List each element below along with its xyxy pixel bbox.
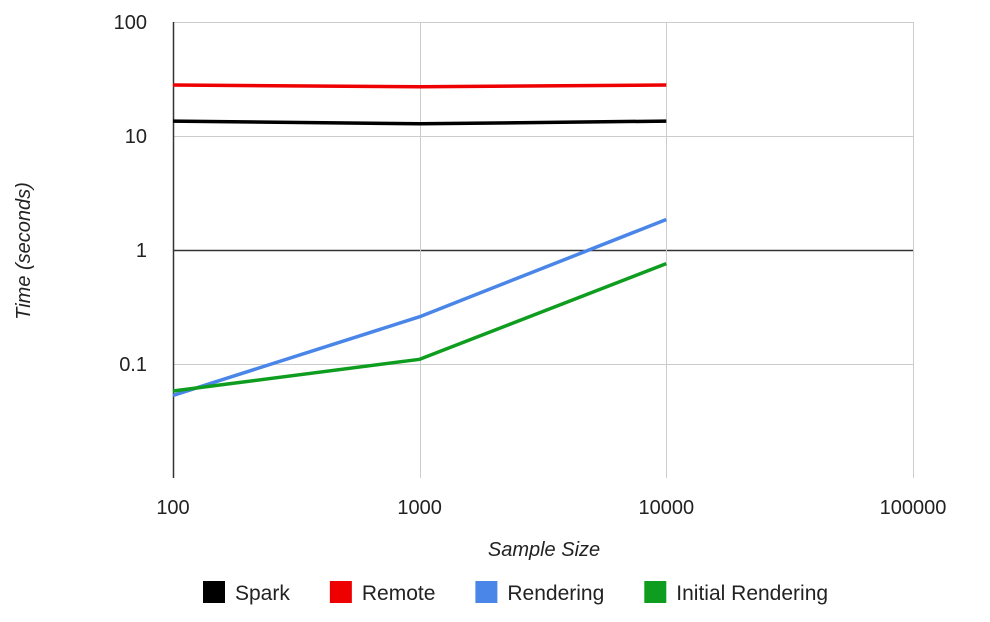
series-line-remote xyxy=(172,83,667,89)
legend-swatch xyxy=(475,581,498,603)
y-axis-title: Time (seconds) xyxy=(13,182,35,320)
y-tick-label: 100 xyxy=(114,12,147,34)
y-tick-label: 1 xyxy=(136,240,147,262)
series-line-spark xyxy=(172,119,667,126)
legend-swatch xyxy=(203,581,225,603)
y-tick-label: 0.1 xyxy=(119,354,147,376)
x-tick-label: 10000 xyxy=(639,497,695,519)
x-tick-label: 100 xyxy=(156,497,189,519)
series-line-initial-rendering xyxy=(172,261,667,393)
legend-swatch xyxy=(329,581,352,603)
legend: Spark Remote Rendering Initial Rendering xyxy=(203,581,828,605)
legend-swatch xyxy=(644,581,667,603)
legend-label: Remote xyxy=(362,582,436,605)
legend-label: Initial Rendering xyxy=(676,582,828,605)
x-tick-label: 1000 xyxy=(397,497,442,519)
series-line-rendering xyxy=(172,217,667,398)
grid-lines xyxy=(172,22,914,478)
x-axis-title: Sample Size xyxy=(488,539,600,561)
y-tick-label: 10 xyxy=(125,126,147,148)
y-axis-tick-labels: 100 10 1 0.1 xyxy=(114,12,147,376)
legend-label: Rendering xyxy=(507,582,604,605)
x-axis-tick-labels: 100 1000 10000 100000 xyxy=(156,497,946,519)
x-tick-label: 100000 xyxy=(880,497,947,519)
legend-label: Spark xyxy=(235,582,290,605)
series-lines xyxy=(172,83,667,398)
